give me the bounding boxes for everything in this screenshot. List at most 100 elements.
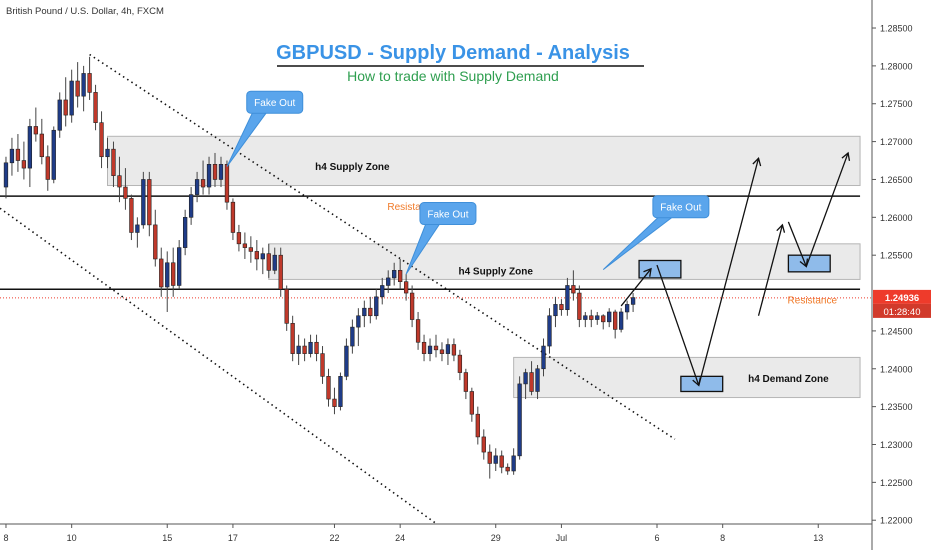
candle <box>332 398 337 407</box>
candle <box>559 304 564 311</box>
candle <box>386 277 391 286</box>
trendline <box>89 53 676 440</box>
candle <box>3 162 9 188</box>
x-tick-label: 24 <box>395 533 405 543</box>
price-axis-bg <box>872 0 932 550</box>
y-tick-label: 1.24000 <box>880 364 913 374</box>
candle <box>182 217 188 248</box>
candle <box>529 372 534 392</box>
candle <box>451 344 457 356</box>
candle <box>81 73 86 97</box>
candle <box>266 253 271 271</box>
candle <box>523 372 528 385</box>
candle <box>200 179 206 188</box>
candle <box>493 455 498 464</box>
candle <box>302 345 307 354</box>
x-tick-label: 10 <box>67 533 77 543</box>
candle <box>290 323 295 354</box>
candle <box>260 253 265 260</box>
candle <box>505 466 510 472</box>
candle <box>344 345 349 377</box>
candle <box>463 372 469 392</box>
y-tick-label: 1.28500 <box>880 24 913 34</box>
x-tick-label: 8 <box>720 533 725 543</box>
y-tick-label: 1.25500 <box>880 251 913 261</box>
chart-subtitle: How to trade with Supply Demand <box>347 68 559 84</box>
trendline <box>0 207 443 529</box>
callout-label: Fake Out <box>427 210 468 221</box>
candle <box>403 281 409 294</box>
zone-label: h4 Demand Zone <box>748 374 829 385</box>
callout-label: Fake Out <box>254 98 295 109</box>
candle <box>254 251 259 260</box>
candle <box>368 307 373 317</box>
candle <box>105 148 110 158</box>
countdown-badge <box>873 303 931 318</box>
y-tick-label: 1.22000 <box>880 516 913 526</box>
highlight-box <box>680 375 724 393</box>
projection-arrow <box>757 223 786 316</box>
candle <box>111 148 116 176</box>
zone-label: h4 Supply Zone <box>315 162 390 173</box>
candle <box>457 354 463 373</box>
candle <box>129 198 134 233</box>
zone-rect <box>268 243 861 280</box>
candle <box>272 254 277 271</box>
y-tick-label: 1.23000 <box>880 440 913 450</box>
candle <box>135 224 140 233</box>
candle <box>159 258 164 288</box>
candle <box>21 160 27 169</box>
time-axis-bg <box>0 524 932 550</box>
chart-title: GBPUSD - Supply Demand - Analysis <box>276 42 630 64</box>
candle <box>320 353 325 377</box>
candle <box>248 247 254 252</box>
x-tick-label: 6 <box>654 533 659 543</box>
candle <box>350 326 355 347</box>
candle <box>427 345 433 354</box>
candle <box>117 175 122 188</box>
candle <box>87 73 92 93</box>
candle <box>475 413 480 438</box>
y-tick-label: 1.26500 <box>880 175 913 185</box>
candle <box>33 126 38 135</box>
candle <box>595 315 600 320</box>
resistance-label: Resistance <box>788 295 838 306</box>
projection-arrow <box>656 264 701 387</box>
candle <box>99 122 104 158</box>
candle <box>218 164 224 180</box>
candle <box>481 436 486 453</box>
candle <box>374 296 379 317</box>
candle <box>499 455 504 468</box>
candle <box>296 345 301 354</box>
candle <box>630 297 636 305</box>
candle <box>589 315 594 320</box>
callout-box <box>246 90 304 114</box>
candle <box>93 92 98 123</box>
candle <box>236 232 242 245</box>
x-tick-label: 17 <box>228 533 238 543</box>
candle <box>326 376 331 400</box>
candle <box>469 391 474 415</box>
candle <box>165 262 170 288</box>
resistance-label: Resistance <box>387 202 437 213</box>
candle <box>571 285 576 294</box>
y-tick-label: 1.27500 <box>880 99 913 109</box>
candle <box>57 99 62 131</box>
candle <box>445 344 451 354</box>
current-price-badge <box>873 289 931 304</box>
x-tick-label: 29 <box>491 533 501 543</box>
candle <box>141 179 146 226</box>
y-tick-label: 1.24500 <box>880 326 913 336</box>
projection-arrow <box>698 156 762 386</box>
x-tick-label: 8 <box>3 533 8 543</box>
candle <box>541 345 546 370</box>
candle <box>75 80 80 97</box>
candle <box>398 270 403 282</box>
candle <box>224 164 230 203</box>
candle <box>547 315 552 347</box>
candle <box>535 368 540 392</box>
candle <box>284 288 289 324</box>
candle <box>177 247 182 286</box>
